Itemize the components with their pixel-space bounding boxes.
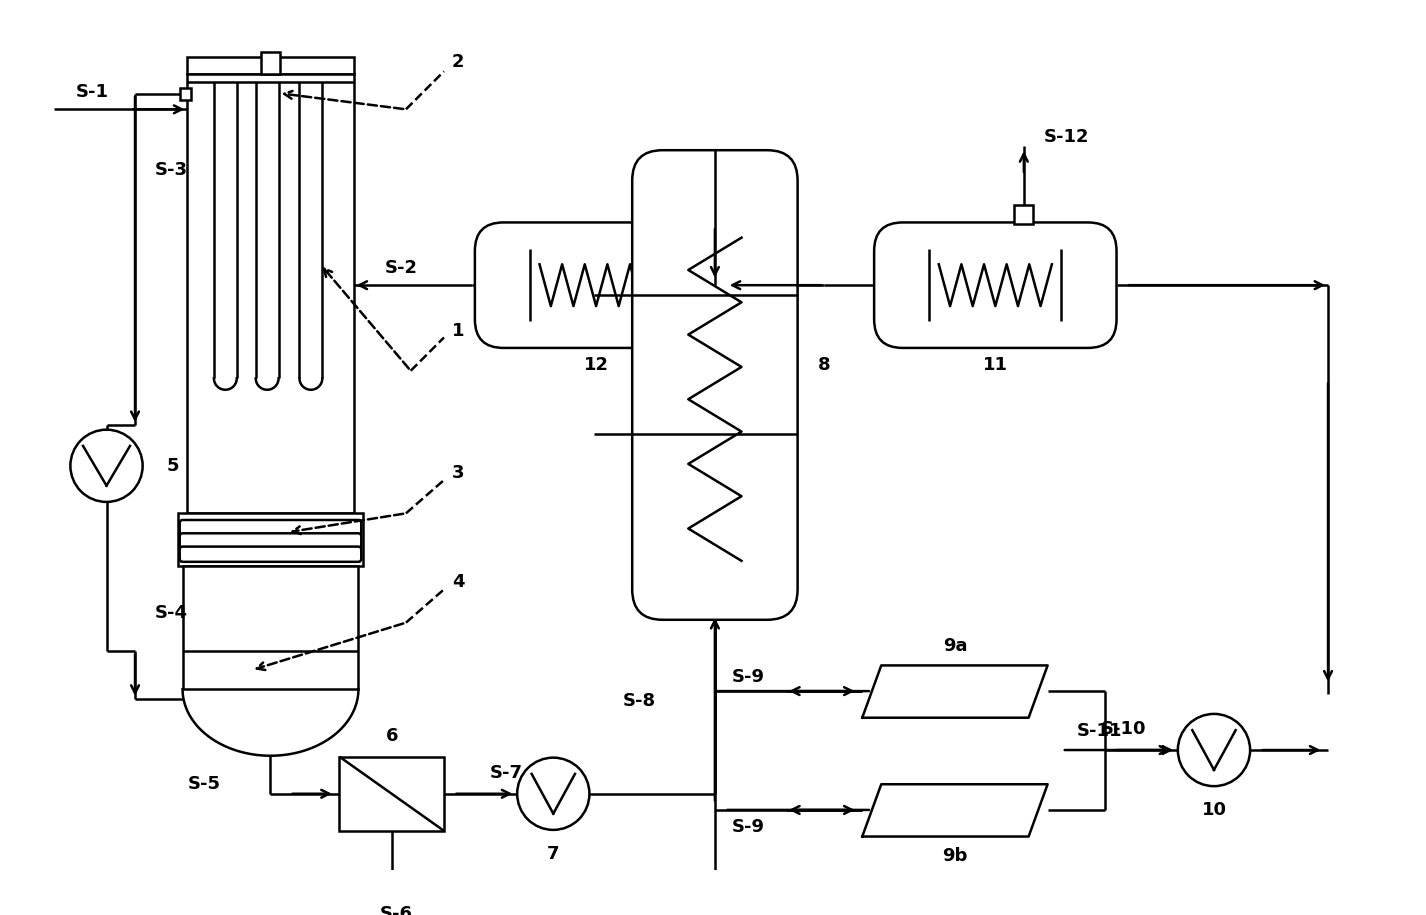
Text: S-9: S-9 <box>732 668 764 686</box>
Text: S-2: S-2 <box>385 259 418 277</box>
Text: S-3: S-3 <box>154 161 188 179</box>
Text: S-7: S-7 <box>489 764 522 781</box>
Bar <box>1014 205 1034 224</box>
Text: 3: 3 <box>452 465 465 482</box>
Text: 9a: 9a <box>943 638 967 655</box>
Bar <box>261 52 279 74</box>
Text: 9b: 9b <box>943 846 968 865</box>
Text: S-11: S-11 <box>1077 722 1122 740</box>
Text: S-6: S-6 <box>379 906 414 915</box>
Text: 2: 2 <box>452 53 465 70</box>
Bar <box>180 89 191 100</box>
Text: 6: 6 <box>385 727 398 745</box>
Text: 4: 4 <box>452 573 465 591</box>
Text: 10: 10 <box>1202 801 1226 819</box>
Text: S-1: S-1 <box>76 83 108 102</box>
Text: S-10: S-10 <box>1101 720 1147 738</box>
Bar <box>187 74 354 513</box>
Text: 1: 1 <box>452 322 465 339</box>
Text: S-9: S-9 <box>732 818 764 836</box>
FancyBboxPatch shape <box>180 546 361 562</box>
FancyBboxPatch shape <box>632 150 797 619</box>
Text: S-8: S-8 <box>622 692 656 710</box>
FancyBboxPatch shape <box>874 222 1117 348</box>
Bar <box>183 565 358 689</box>
Bar <box>187 57 354 74</box>
Text: 12: 12 <box>583 356 609 374</box>
Text: 8: 8 <box>819 356 830 373</box>
Bar <box>178 513 364 565</box>
Text: S-5: S-5 <box>187 775 221 793</box>
FancyBboxPatch shape <box>180 520 361 535</box>
Text: S-12: S-12 <box>1044 128 1089 145</box>
Text: 11: 11 <box>983 356 1008 374</box>
FancyBboxPatch shape <box>180 533 361 548</box>
Text: 7: 7 <box>548 845 559 863</box>
Text: 5: 5 <box>167 457 180 475</box>
Bar <box>339 757 443 831</box>
Text: S-4: S-4 <box>154 604 188 622</box>
FancyBboxPatch shape <box>475 222 717 348</box>
